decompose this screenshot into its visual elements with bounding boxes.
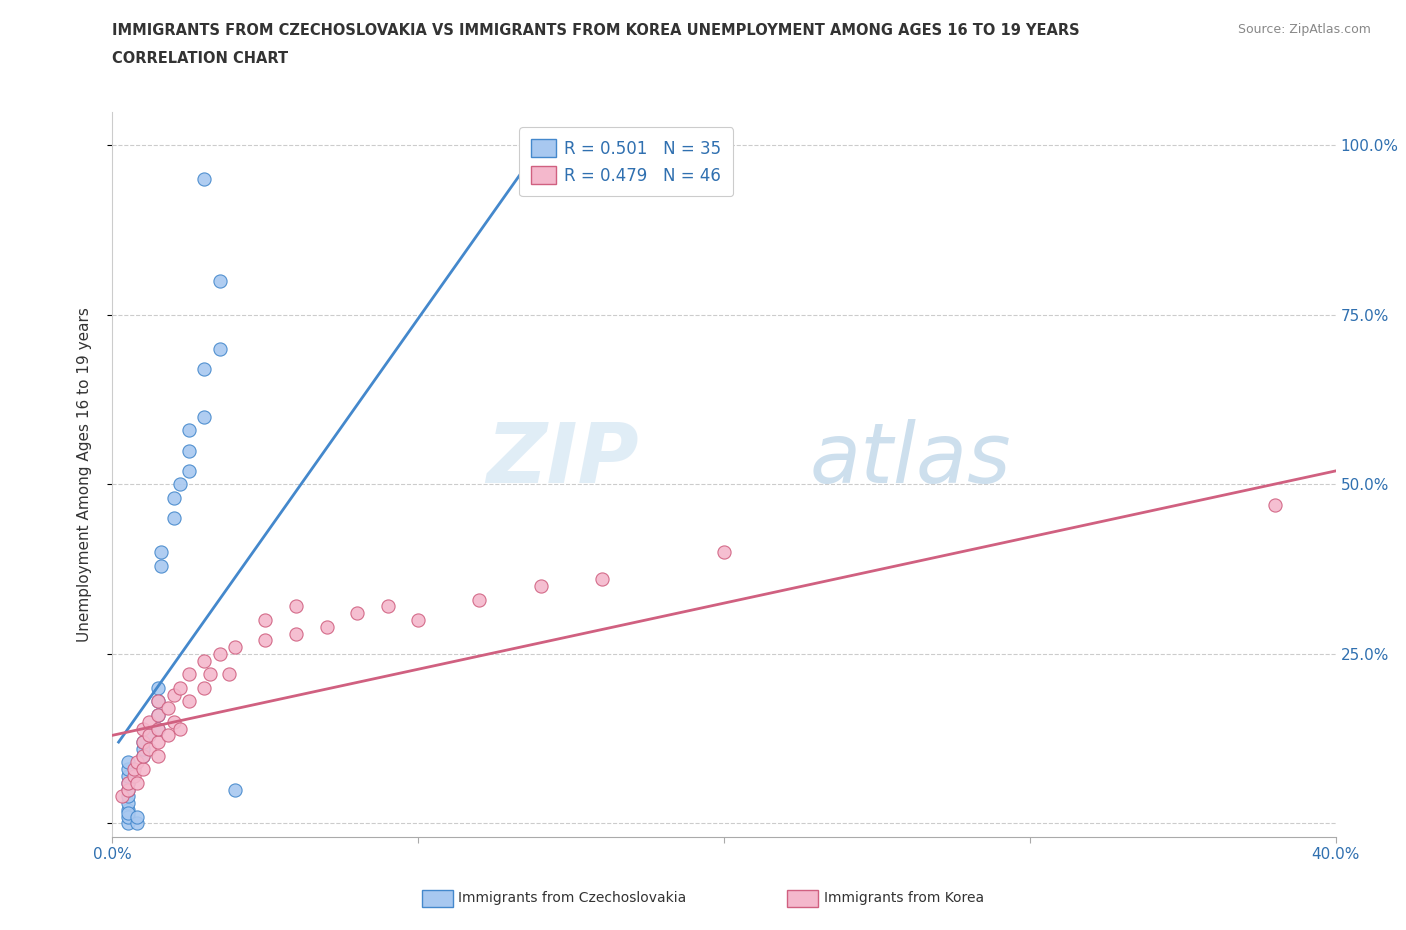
Point — [117, 809, 139, 824]
Point — [132, 735, 155, 750]
Point — [254, 613, 277, 628]
Point — [138, 741, 160, 756]
Point — [122, 762, 145, 777]
Point — [148, 708, 170, 723]
Point — [117, 782, 139, 797]
Text: CORRELATION CHART: CORRELATION CHART — [112, 51, 288, 66]
Point — [224, 782, 246, 797]
Point — [218, 667, 240, 682]
Point — [117, 755, 139, 770]
Point — [150, 558, 173, 573]
Point — [713, 545, 735, 560]
Point — [150, 545, 173, 560]
Point — [208, 273, 231, 288]
Point — [468, 592, 491, 607]
Point — [148, 735, 170, 750]
Point — [132, 741, 155, 756]
Point — [163, 714, 186, 729]
Point — [177, 667, 200, 682]
Point — [193, 681, 215, 696]
Point — [117, 816, 139, 830]
Text: atlas: atlas — [810, 419, 1011, 500]
Point — [117, 776, 139, 790]
Point — [117, 768, 139, 783]
Point — [224, 640, 246, 655]
Point — [169, 681, 191, 696]
Point — [148, 694, 170, 709]
Point — [117, 762, 139, 777]
Text: Source: ZipAtlas.com: Source: ZipAtlas.com — [1237, 23, 1371, 36]
Point — [200, 667, 222, 682]
Point — [193, 653, 215, 668]
Point — [138, 714, 160, 729]
Point — [254, 633, 277, 648]
Point — [408, 613, 430, 628]
Point — [156, 728, 179, 743]
Point — [208, 341, 231, 356]
Point — [346, 605, 368, 620]
Point — [132, 749, 155, 764]
Text: Immigrants from Czechoslovakia: Immigrants from Czechoslovakia — [458, 891, 686, 906]
Point — [122, 768, 145, 783]
Y-axis label: Unemployment Among Ages 16 to 19 years: Unemployment Among Ages 16 to 19 years — [77, 307, 91, 642]
Point — [148, 749, 170, 764]
Point — [193, 362, 215, 377]
Point — [138, 728, 160, 743]
Point — [148, 721, 170, 736]
Point — [530, 578, 553, 593]
Point — [125, 816, 148, 830]
Point — [284, 626, 308, 641]
Point — [117, 796, 139, 811]
Point — [125, 809, 148, 824]
Point — [208, 646, 231, 661]
Point — [117, 776, 139, 790]
Point — [148, 681, 170, 696]
Point — [117, 789, 139, 804]
Point — [132, 735, 155, 750]
Point — [177, 443, 200, 458]
Point — [132, 721, 155, 736]
Point — [169, 721, 191, 736]
Point — [148, 694, 170, 709]
Point — [111, 789, 134, 804]
Text: IMMIGRANTS FROM CZECHOSLOVAKIA VS IMMIGRANTS FROM KOREA UNEMPLOYMENT AMONG AGES : IMMIGRANTS FROM CZECHOSLOVAKIA VS IMMIGR… — [112, 23, 1080, 38]
Point — [148, 721, 170, 736]
Legend: R = 0.501   N = 35, R = 0.479   N = 46: R = 0.501 N = 35, R = 0.479 N = 46 — [519, 127, 733, 196]
Point — [193, 409, 215, 424]
Point — [177, 463, 200, 478]
Point — [377, 599, 399, 614]
Point — [138, 728, 160, 743]
Point — [125, 776, 148, 790]
Point — [117, 782, 139, 797]
Point — [156, 700, 179, 715]
Point — [1264, 498, 1286, 512]
Point — [117, 803, 139, 817]
Point — [163, 491, 186, 506]
Point — [193, 172, 215, 187]
Point — [132, 762, 155, 777]
Point — [163, 687, 186, 702]
Point — [148, 708, 170, 723]
Point — [315, 619, 337, 634]
Point — [117, 805, 139, 820]
Point — [177, 694, 200, 709]
Point — [177, 423, 200, 438]
Text: Immigrants from Korea: Immigrants from Korea — [824, 891, 984, 906]
Point — [132, 749, 155, 764]
Text: ZIP: ZIP — [486, 419, 638, 500]
Point — [163, 511, 186, 525]
Point — [284, 599, 308, 614]
Point — [591, 572, 613, 587]
Point — [169, 477, 191, 492]
Point — [125, 755, 148, 770]
